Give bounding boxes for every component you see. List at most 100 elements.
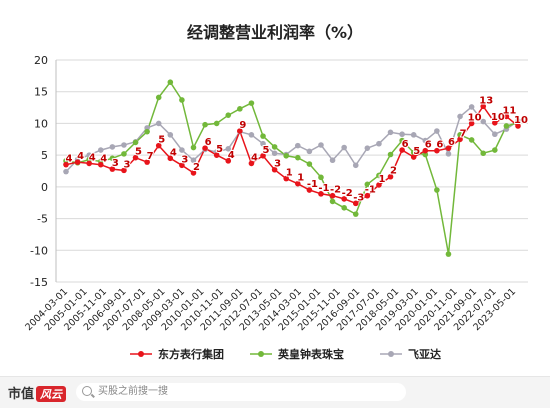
series-line: [65, 104, 519, 205]
legend-label: 飞亚达: [408, 347, 441, 361]
data-point: [190, 157, 197, 164]
series-line: [65, 105, 519, 173]
data-point: [364, 192, 371, 199]
data-point: [399, 131, 405, 138]
data-point: [260, 140, 266, 147]
data-point: [283, 152, 290, 159]
data-point: [492, 147, 498, 153]
data-point: [179, 97, 185, 103]
data-point: [225, 158, 232, 164]
data-point: [341, 144, 347, 151]
data-point: [271, 150, 278, 157]
search-input[interactable]: 买股之前搜一搜: [76, 383, 406, 401]
data-point: [86, 160, 92, 167]
data-point: [109, 166, 116, 172]
data-point: [213, 120, 220, 127]
data-point: [399, 137, 405, 144]
y-tick-label: 10: [34, 117, 48, 130]
y-tick-label: -15: [30, 276, 48, 289]
data-point: [225, 146, 232, 152]
data-point: [294, 180, 301, 187]
data-point: [492, 119, 498, 126]
data-label: 5: [158, 135, 165, 146]
data-label: 6: [436, 140, 443, 151]
data-label: 5: [413, 146, 420, 157]
data-label: 2: [193, 162, 200, 173]
data-label: 7: [147, 151, 154, 162]
data-point: [63, 168, 69, 175]
data-point: [248, 132, 255, 138]
data-point: [283, 175, 290, 182]
data-point: [260, 133, 266, 139]
data-point: [457, 132, 463, 138]
data-point: [155, 120, 162, 127]
data-point: [190, 170, 197, 176]
data-label: 3: [123, 159, 130, 170]
data-point: [468, 120, 475, 127]
data-point: [364, 181, 371, 188]
data-point: [225, 112, 232, 118]
y-tick-label: -10: [30, 244, 48, 257]
data-point: [503, 123, 510, 129]
data-point: [492, 131, 498, 138]
data-point: [445, 251, 452, 257]
data-label: 4: [89, 152, 96, 163]
data-point: [109, 155, 116, 162]
data-point: [260, 152, 266, 159]
y-tick-label: -5: [37, 213, 48, 226]
search-placeholder: 买股之前搜一搜: [98, 386, 168, 397]
data-point: [480, 118, 487, 125]
data-label: 6: [205, 137, 212, 148]
data-point: [306, 187, 313, 193]
data-label: 7: [460, 128, 467, 139]
data-point: [376, 182, 382, 188]
data-label: 13: [479, 95, 493, 106]
brand-logo[interactable]: 市值 风云: [8, 383, 67, 402]
data-point: [352, 162, 359, 169]
data-label: 6: [402, 139, 409, 150]
legend-marker: [258, 351, 264, 357]
data-label: 11: [502, 105, 516, 116]
data-point: [410, 132, 417, 138]
data-label: -2: [342, 188, 353, 199]
data-point: [306, 148, 313, 155]
data-label: 3: [112, 158, 119, 169]
data-point: [202, 121, 208, 128]
data-label: 1: [378, 174, 385, 185]
data-point: [341, 196, 347, 202]
data-point: [144, 159, 150, 165]
data-point: [237, 128, 243, 134]
data-point: [445, 151, 452, 157]
data-label: -2: [330, 185, 341, 196]
data-point: [468, 104, 475, 110]
data-point: [132, 139, 139, 146]
data-point: [86, 152, 92, 158]
series-points: [63, 79, 521, 257]
legend-label: 东方表行集团: [158, 347, 224, 361]
data-label: 5: [135, 147, 142, 158]
data-point: [387, 173, 394, 180]
y-axis: 20 15 10 5 0 -5 -10 -15: [30, 54, 57, 289]
data-point: [167, 155, 174, 162]
data-label: 1: [297, 173, 304, 184]
data-point: [132, 154, 139, 161]
data-point: [121, 151, 127, 157]
data-point: [515, 123, 521, 129]
legend-marker: [388, 351, 394, 357]
data-point: [144, 128, 150, 135]
footer-bar: 市值 风云 买股之前搜一搜: [0, 376, 550, 408]
data-point: [306, 161, 313, 167]
data-point: [121, 167, 127, 174]
y-tick-label: 5: [41, 149, 48, 162]
data-point: [329, 192, 336, 199]
data-label: 4: [77, 151, 84, 162]
data-label: -1: [365, 185, 376, 196]
legend-marker: [138, 351, 144, 357]
data-point: [248, 100, 255, 106]
data-label: 4: [228, 150, 235, 161]
data-label: 4: [66, 154, 73, 165]
data-point: [399, 147, 405, 153]
brand-name: 市值: [8, 387, 35, 402]
data-point: [468, 137, 475, 143]
